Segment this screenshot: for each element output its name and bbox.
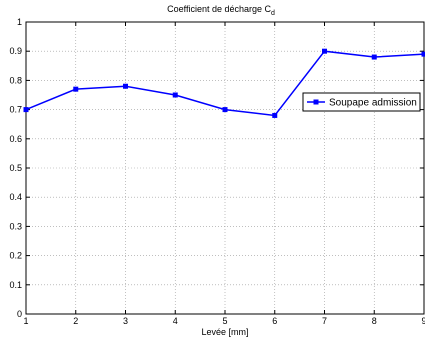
legend: Soupape admission bbox=[302, 92, 421, 112]
chart-title: Coefficient de décharge Cd bbox=[167, 4, 275, 17]
x-tick-label: 7 bbox=[322, 316, 327, 326]
y-tick-label: 0.2 bbox=[9, 251, 22, 261]
x-tick-label: 3 bbox=[123, 316, 128, 326]
data-point bbox=[371, 54, 377, 60]
x-axis-label: Levée [mm] bbox=[201, 327, 248, 337]
series-layer bbox=[23, 48, 425, 118]
chart-title-subscript: d bbox=[271, 10, 275, 17]
y-tick-label: 0.6 bbox=[9, 134, 22, 144]
grid bbox=[26, 22, 424, 314]
data-point bbox=[272, 112, 278, 118]
legend-marker bbox=[313, 99, 319, 105]
y-tick-label: 0.1 bbox=[9, 280, 22, 290]
x-tick-label: 2 bbox=[73, 316, 78, 326]
y-tick-label: 0.9 bbox=[9, 46, 22, 56]
chart-title-text: Coefficient de décharge C bbox=[167, 4, 271, 14]
data-point bbox=[222, 107, 228, 113]
x-tick-label: 9 bbox=[421, 316, 425, 326]
x-tick-label: 8 bbox=[372, 316, 377, 326]
data-point bbox=[421, 51, 425, 57]
data-point bbox=[322, 48, 327, 54]
data-point bbox=[123, 83, 128, 89]
data-point bbox=[172, 92, 178, 98]
x-tick-label: 5 bbox=[222, 316, 227, 326]
data-point bbox=[23, 107, 29, 113]
legend-box bbox=[302, 92, 421, 112]
x-tick-label: 4 bbox=[173, 316, 178, 326]
x-axis: 1 2 3 4 5 6 7 8 9 bbox=[23, 22, 425, 326]
y-tick-label: 0.5 bbox=[9, 163, 22, 173]
y-tick-label: 0.8 bbox=[9, 75, 22, 85]
data-point bbox=[73, 86, 79, 92]
y-tick-label: 0 bbox=[17, 309, 22, 319]
x-tick-label: 6 bbox=[272, 316, 277, 326]
y-tick-label: 0.7 bbox=[9, 105, 22, 115]
x-tick-label: 1 bbox=[23, 316, 28, 326]
legend-label: Soupape admission bbox=[329, 98, 417, 109]
y-axis: 0 0.1 0.2 0.3 0.4 0.5 0.6 0.7 0.8 0.9 1 bbox=[9, 17, 424, 319]
y-tick-label: 0.3 bbox=[9, 221, 22, 231]
y-tick-label: 1 bbox=[17, 17, 22, 27]
y-tick-label: 0.4 bbox=[9, 192, 22, 202]
